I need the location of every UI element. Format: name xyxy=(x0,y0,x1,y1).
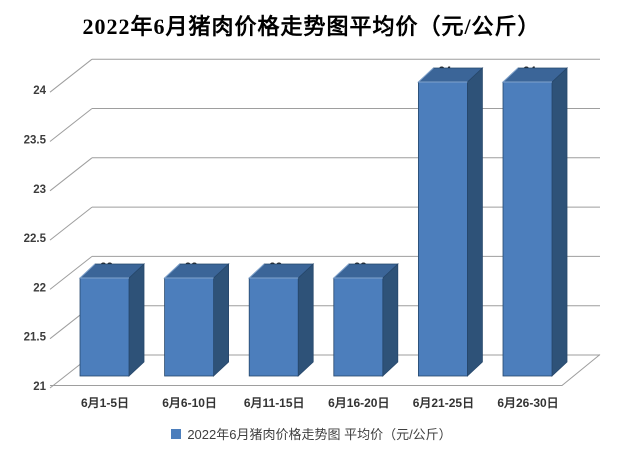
y-axis-tick-label: 24 xyxy=(33,85,46,97)
bar-edge-highlight xyxy=(247,263,299,279)
y-axis-tick-label: 23 xyxy=(33,184,46,196)
bar-side-face xyxy=(297,263,314,377)
bar-front-face xyxy=(333,277,384,377)
y-axis-tick-label: 22.5 xyxy=(24,233,47,245)
y-tick-line xyxy=(49,58,93,93)
y-axis-tick-label: 23.5 xyxy=(24,135,47,147)
chart-floor xyxy=(50,354,601,386)
y-tick-line xyxy=(49,206,93,241)
bar-side-face xyxy=(382,263,399,377)
bar-edge-highlight xyxy=(332,263,383,279)
legend-marker-icon xyxy=(171,428,182,439)
y-axis-tick-label: 22 xyxy=(33,282,46,294)
x-axis-label: 6月21-25日 xyxy=(413,396,474,410)
x-axis-label: 6月11-15日 xyxy=(244,396,305,410)
bar-edge-highlight xyxy=(417,67,468,83)
bar-side-face xyxy=(551,67,568,377)
y-tick-line xyxy=(49,157,93,192)
bar-side-face xyxy=(467,67,483,377)
y-tick-line xyxy=(49,256,93,290)
bar-front-face xyxy=(502,81,553,377)
bar-series-column xyxy=(501,67,569,377)
x-axis-label: 6月6-10日 xyxy=(162,396,217,410)
legend-label: 2022年6月猪肉价格走势图 平均价（元/公斤） xyxy=(187,427,452,442)
bar-series-column xyxy=(332,263,399,377)
x-axis-label: 6月1-5日 xyxy=(81,396,129,410)
bar-series-column xyxy=(78,263,146,377)
bar-side-face xyxy=(213,263,229,377)
bar-front-face xyxy=(417,81,468,377)
bar-series-column xyxy=(163,263,230,377)
bar-edge-highlight xyxy=(78,263,129,279)
bar-edge-highlight xyxy=(501,67,552,83)
bar-series-column xyxy=(417,67,484,377)
bar-front-face xyxy=(248,277,299,377)
y-axis-tick-label: 21 xyxy=(33,381,46,393)
bar-front-face xyxy=(164,277,215,377)
chart-legend: 2022年6月猪肉价格走势图 平均价（元/公斤） xyxy=(0,424,623,443)
bar-series-column xyxy=(247,263,315,377)
bar-front-face xyxy=(79,277,130,377)
x-axis-label: 6月16-20日 xyxy=(328,396,389,410)
y-axis-tick-label: 21.5 xyxy=(24,332,47,344)
x-axis-label: 6月26-30日 xyxy=(497,396,558,410)
bar-edge-highlight xyxy=(163,263,214,279)
y-tick-line xyxy=(49,108,93,142)
chart-title: 2022年6月猪肉价格走势图平均价（元/公斤） xyxy=(82,14,541,39)
bar-side-face xyxy=(128,263,145,377)
